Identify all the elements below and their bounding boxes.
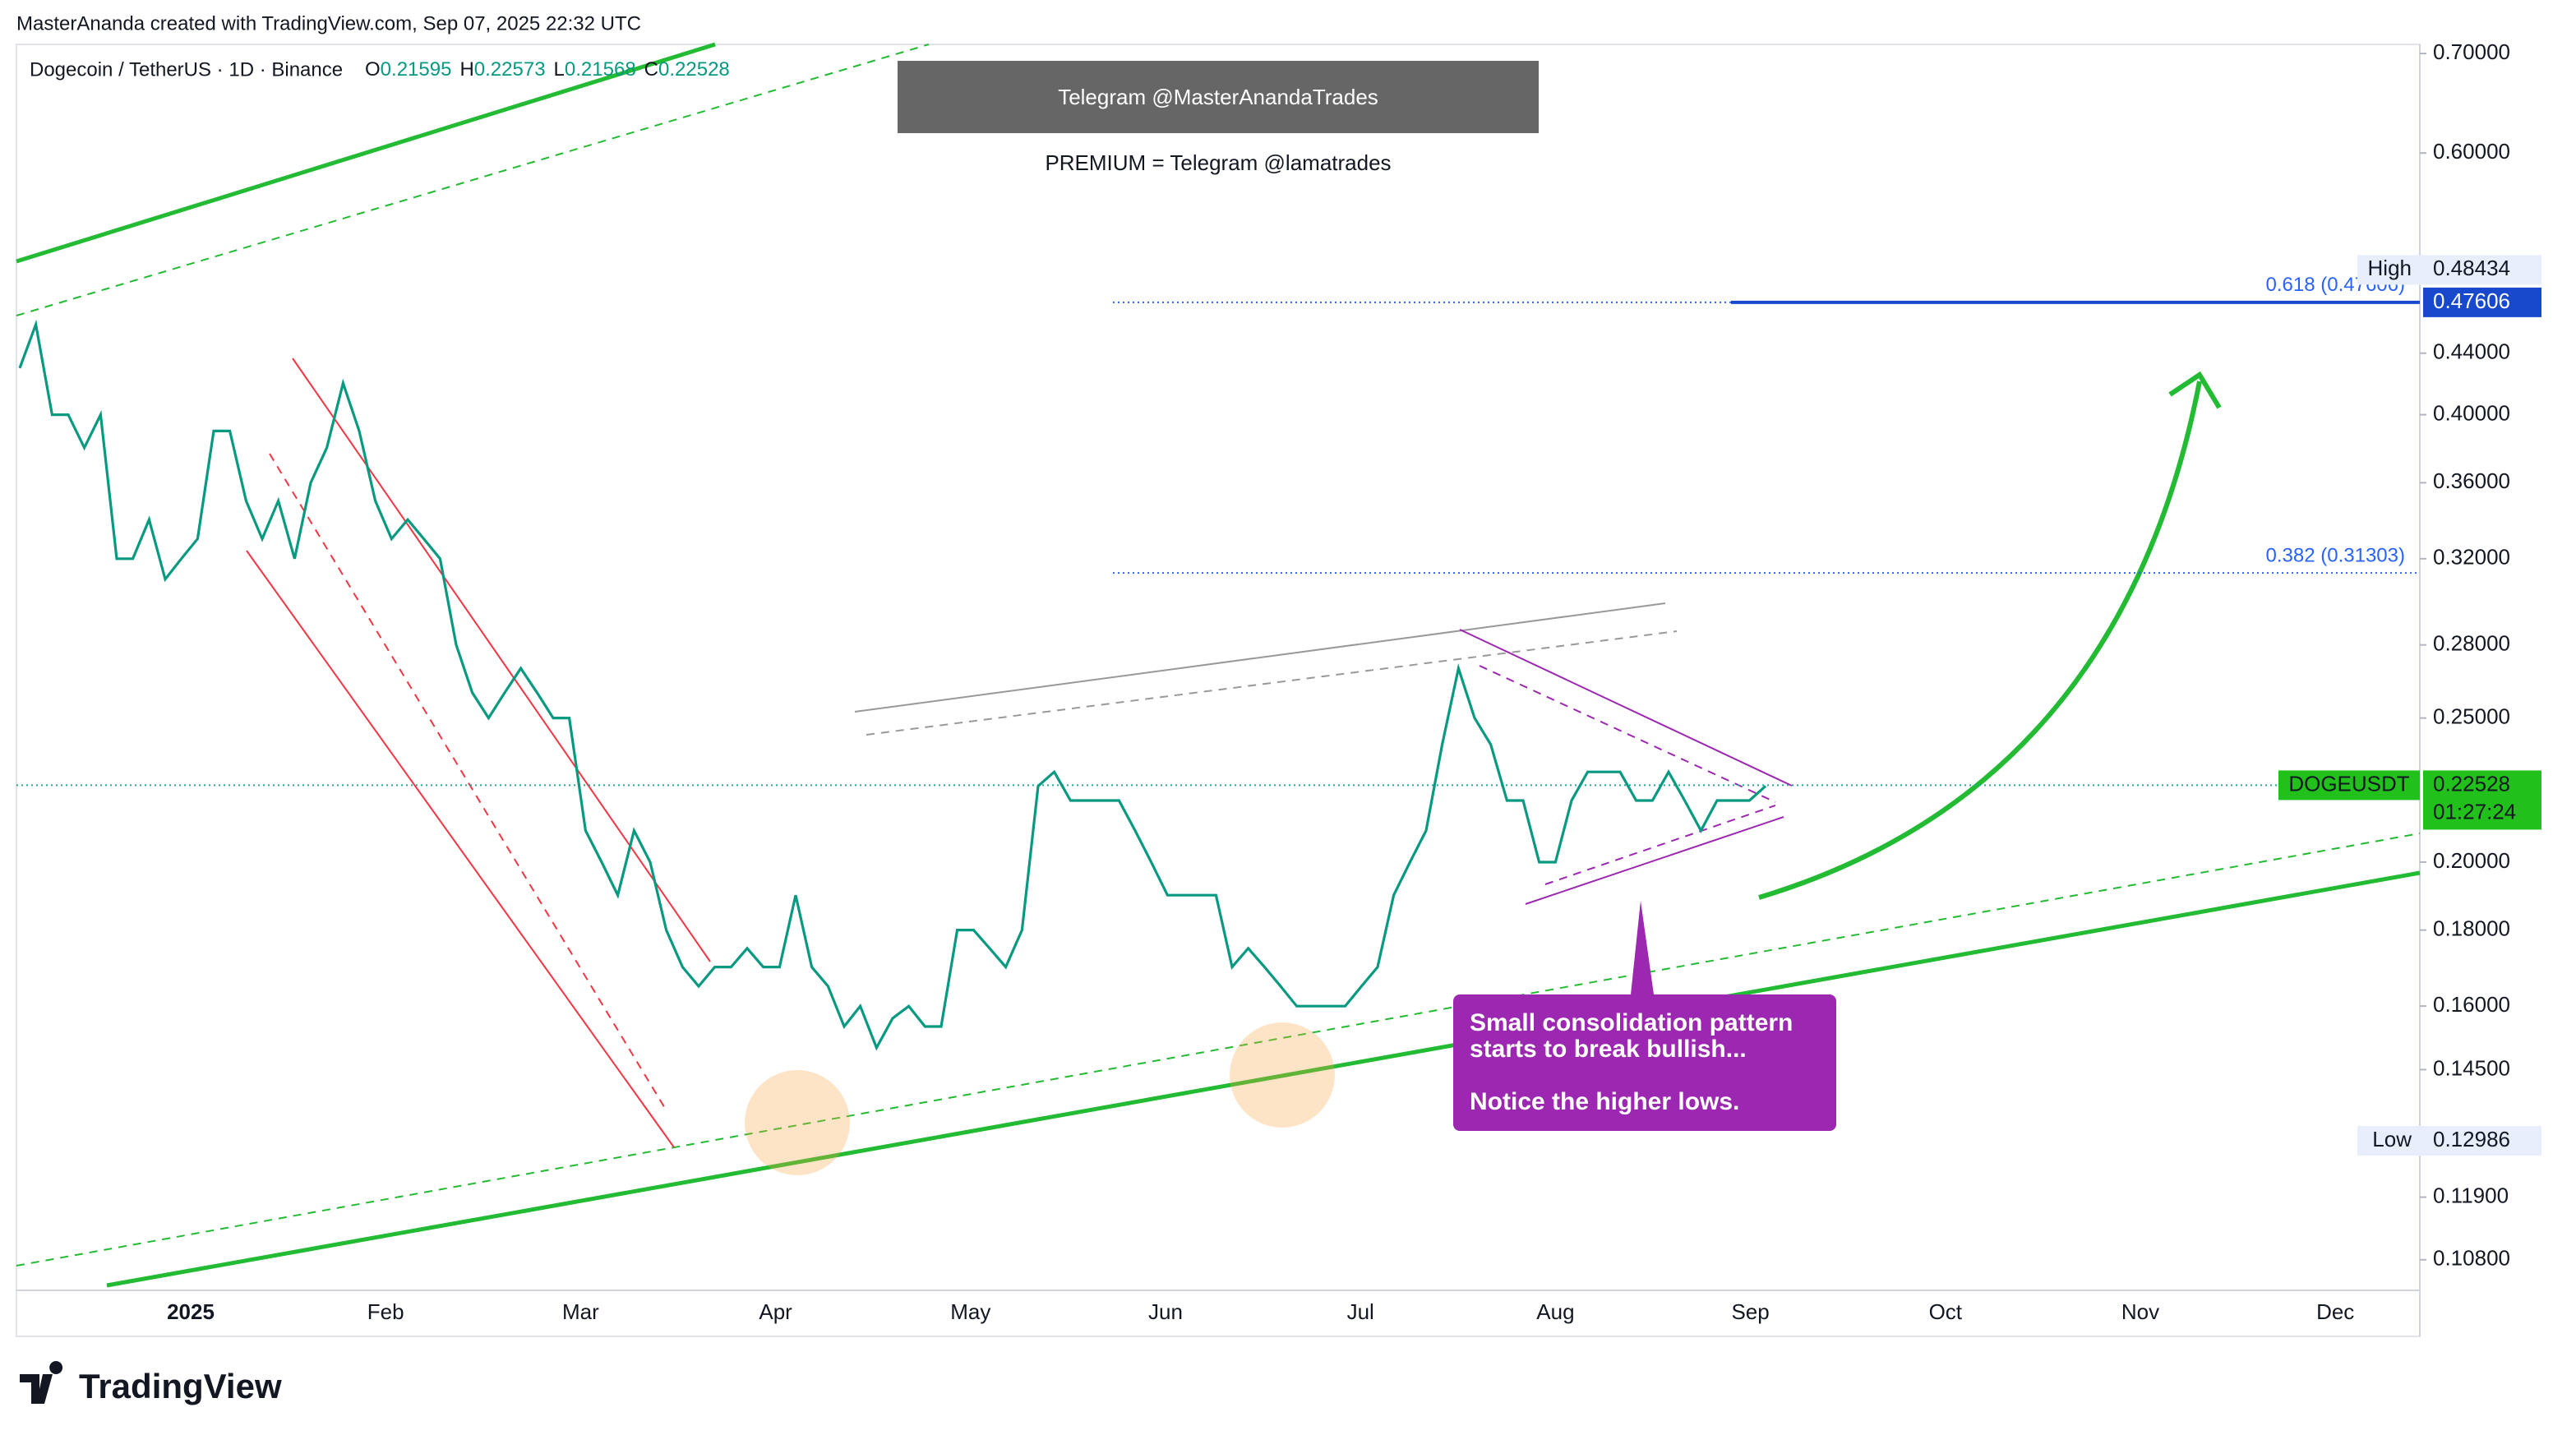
ohlc-value: 0.21595	[381, 58, 452, 81]
price-label-value: 0.12986	[2433, 1127, 2510, 1151]
trendline	[106, 870, 2421, 1288]
x-tick-label: Aug	[1536, 1299, 1574, 1324]
x-tick-label: Jul	[1347, 1299, 1374, 1324]
triangle	[1544, 805, 1776, 885]
y-tick-label: 0.36000	[2433, 468, 2510, 493]
x-tick-label: Apr	[759, 1299, 792, 1324]
triangle	[1525, 816, 1784, 905]
y-tick-label: 0.11900	[2433, 1183, 2509, 1207]
x-tick-label: Sep	[1731, 1299, 1769, 1324]
x-tick-label: Mar	[562, 1299, 599, 1324]
logo: TradingView	[79, 1367, 282, 1405]
highlight	[1230, 1022, 1335, 1128]
callout-text: Small consolidation pattern	[1470, 1009, 1793, 1036]
price-label-value: 0.48434	[2433, 256, 2510, 280]
channel	[246, 550, 675, 1148]
target-label: 0.47606	[2433, 288, 2510, 313]
trendline	[16, 42, 716, 264]
y-tick-label: 0.14500	[2433, 1055, 2510, 1080]
last-price: 0.22528	[2433, 771, 2510, 796]
channel	[269, 453, 667, 1110]
price-label-name: High	[2368, 256, 2412, 280]
price-line	[18, 319, 1767, 1051]
y-tick-label: 0.18000	[2433, 916, 2510, 941]
trendline	[16, 833, 2421, 1267]
ohlc: O0.21595 H0.22573 L0.21568 C0.22528	[365, 58, 730, 81]
arrow-head	[2168, 371, 2222, 409]
logo-icon	[20, 1361, 63, 1404]
countdown: 01:27:24	[2433, 799, 2516, 824]
y-tick-label: 0.32000	[2433, 545, 2510, 570]
watermark: Telegram @MasterAnandaTrades	[1058, 85, 1378, 109]
fib-label: 0.382 (0.31303)	[2266, 544, 2405, 566]
ohlc-key: L	[554, 58, 565, 81]
x-tick-label: Feb	[367, 1299, 404, 1324]
callout-text: starts to break bullish...	[1470, 1036, 1747, 1063]
y-tick-label: 0.25000	[2433, 704, 2510, 729]
price-label-name: Low	[2372, 1127, 2412, 1151]
y-tick-label: 0.16000	[2433, 992, 2510, 1017]
price-label-box	[2357, 1126, 2541, 1156]
ohlc-value: 0.21568	[565, 58, 636, 81]
price-label-box	[2357, 255, 2541, 285]
y-tick-label: 0.10800	[2433, 1246, 2510, 1271]
callout-pointer	[1631, 901, 1654, 994]
y-tick-label: 0.40000	[2433, 400, 2510, 425]
x-tick-label: Jun	[1148, 1299, 1183, 1324]
channel	[866, 630, 1678, 736]
ohlc-key: C	[644, 58, 658, 81]
x-tick-label: Dec	[2316, 1299, 2354, 1324]
x-tick-label: May	[950, 1299, 990, 1324]
last-price-box	[2423, 770, 2541, 830]
callout-text: Notice the higher lows.	[1470, 1088, 1739, 1115]
credit: MasterAnanda created with TradingView.co…	[16, 12, 641, 35]
target-box	[2423, 287, 2541, 317]
y-tick-label: 0.70000	[2433, 39, 2510, 64]
premium: PREMIUM = Telegram @lamatrades	[1045, 150, 1391, 175]
symbol-title: Dogecoin / TetherUS · 1D · Binance	[30, 58, 343, 81]
symbol-label: DOGEUSDT	[2288, 771, 2409, 796]
symbol-box	[2278, 770, 2420, 801]
watermark-box	[898, 61, 1539, 133]
y-tick-label: 0.28000	[2433, 631, 2510, 656]
trendline	[16, 44, 930, 316]
highlight	[745, 1070, 850, 1175]
callout	[1453, 994, 1836, 1131]
drawings	[16, 42, 2421, 1288]
ohlc-key: H	[459, 58, 473, 81]
y-tick-label: 0.60000	[2433, 139, 2510, 164]
y-tick-label: 0.44000	[2433, 339, 2510, 364]
x-tick-label: Nov	[2121, 1299, 2159, 1324]
x-tick-label: Oct	[1929, 1299, 1963, 1324]
arrow	[1758, 381, 2202, 900]
channel	[854, 602, 1666, 713]
channel	[292, 358, 711, 962]
pane	[16, 44, 2421, 1337]
ohlc-value: 0.22528	[658, 58, 730, 81]
ohlc-value: 0.22573	[474, 58, 546, 81]
triangle	[1479, 665, 1776, 803]
ohlc-key: O	[365, 58, 381, 81]
x-tick-label: 2025	[167, 1299, 215, 1324]
triangle	[1459, 629, 1793, 787]
y-tick-label: 0.20000	[2433, 848, 2510, 873]
